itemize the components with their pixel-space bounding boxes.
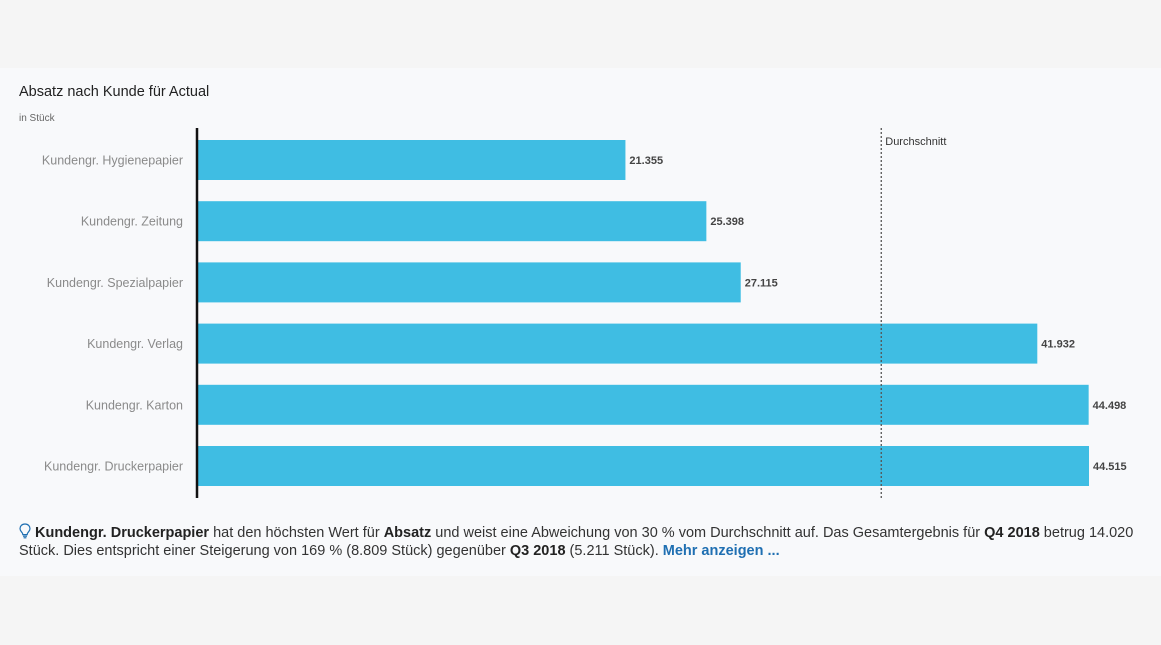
data-label: 44.498 bbox=[1093, 400, 1127, 412]
insight-top-category: Kundengr. Druckerpapier bbox=[35, 525, 210, 541]
bar-chart: Kundengr. Hygienepapier 21.355 Kundengr. Z… bbox=[42, 128, 1127, 498]
data-label: 25.398 bbox=[710, 216, 744, 228]
data-label: 44.515 bbox=[1093, 461, 1127, 473]
chart-title: Absatz nach Kunde für Actual bbox=[19, 84, 210, 100]
bar bbox=[198, 201, 707, 242]
insight-text-3: betrug 14.020 Stück. Dies entspricht ein… bbox=[19, 525, 1134, 559]
average-line-label: Durchschnitt bbox=[885, 136, 946, 148]
category-label: Kundengr. Hygienepapier bbox=[42, 154, 183, 168]
insight-text: Kundengr. Druckerpapier hat den höchsten… bbox=[19, 523, 1144, 560]
insight-text-2: und weist eine Abweichung von 30 % vom D… bbox=[431, 525, 985, 541]
category-label: Kundengr. Druckerpapier bbox=[44, 460, 183, 474]
data-label: 21.355 bbox=[629, 155, 663, 167]
bar bbox=[198, 446, 1089, 486]
bar bbox=[198, 140, 626, 180]
chart-card: Absatz nach Kunde für Actual in Stück Ku… bbox=[0, 68, 1161, 576]
data-label: 41.932 bbox=[1041, 339, 1075, 351]
insight-period-current: Q4 2018 bbox=[984, 525, 1040, 541]
show-more-link[interactable]: Mehr anzeigen ... bbox=[662, 543, 780, 559]
bar bbox=[198, 384, 1089, 425]
bar bbox=[198, 323, 1038, 364]
chart-subtitle: in Stück bbox=[19, 113, 55, 124]
insight-period-previous: Q3 2018 bbox=[509, 543, 566, 559]
category-label: Kundengr. Verlag bbox=[87, 337, 183, 351]
data-label: 27.115 bbox=[745, 277, 778, 289]
bar bbox=[198, 262, 741, 303]
category-label: Kundengr. Karton bbox=[86, 398, 183, 412]
insight-text-4: (5.211 Stück). bbox=[565, 543, 663, 559]
category-label: Kundengr. Spezialpapier bbox=[47, 276, 183, 290]
category-label: Kundengr. Zeitung bbox=[81, 215, 183, 229]
insight-measure: Absatz bbox=[383, 525, 432, 541]
insight-text-1: hat den höchsten Wert für bbox=[209, 525, 384, 541]
lightbulb-icon bbox=[19, 523, 31, 539]
